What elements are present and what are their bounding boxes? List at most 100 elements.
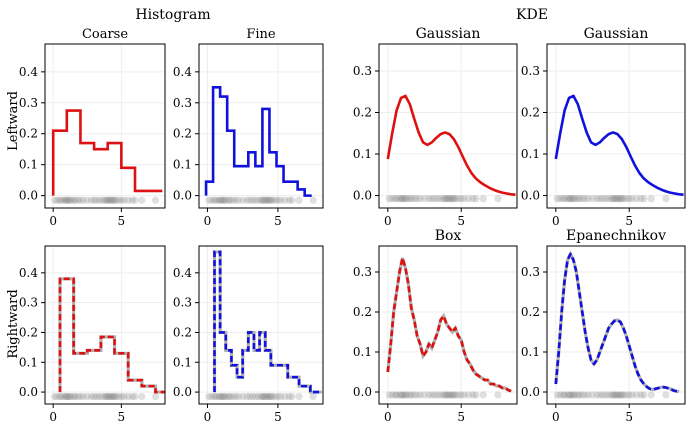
sample-point	[460, 195, 468, 203]
sample-point	[431, 195, 439, 203]
sample-point	[388, 391, 396, 399]
sample-point	[625, 391, 633, 399]
sample-point	[596, 195, 604, 203]
sample-point	[605, 195, 613, 203]
sample-point	[596, 391, 604, 399]
sample-point	[565, 391, 573, 399]
y-tick-label: 0.1	[19, 158, 38, 172]
sample-point	[612, 391, 620, 399]
sample-point	[243, 196, 251, 204]
sample-point	[74, 392, 82, 401]
kde-gauss-left-title: Gaussian	[416, 26, 481, 42]
sample-point	[83, 392, 91, 401]
axes-frame	[378, 43, 518, 209]
sample-point	[120, 196, 128, 204]
row-label-rightward: Rightward	[6, 289, 21, 358]
x-tick-label: 0	[552, 410, 560, 424]
sample-point	[469, 195, 477, 203]
sample-point	[64, 392, 72, 401]
y-tick-label: 0.3	[353, 265, 372, 279]
kde-gauss-left-series	[386, 94, 516, 197]
sample-point	[602, 391, 610, 399]
sample-point	[260, 392, 268, 401]
y-tick-label: 0.3	[19, 296, 38, 310]
sample-point	[50, 392, 59, 401]
sample-point	[444, 391, 452, 399]
sample-point	[571, 391, 579, 399]
y-tick-label: 0.4	[19, 65, 38, 79]
sample-point	[246, 392, 254, 401]
sample-point	[553, 195, 561, 203]
sample-point	[212, 392, 220, 401]
sample-point	[442, 195, 451, 203]
sample-point	[261, 392, 269, 401]
sample-point	[613, 195, 622, 203]
sample-point	[385, 391, 393, 399]
x-tick-label: 5	[274, 214, 282, 228]
sample-point	[450, 391, 458, 399]
sample-point	[441, 391, 449, 399]
y-tick-label: 0.4	[19, 266, 38, 280]
y-tick-label: 0.2	[173, 127, 192, 141]
y-tick-label: 0.3	[521, 265, 540, 279]
sample-point	[640, 391, 648, 399]
sample-point	[398, 391, 407, 399]
sample-point	[219, 392, 227, 401]
sample-point	[568, 195, 576, 203]
sample-point	[251, 392, 259, 401]
sample-point	[420, 391, 429, 399]
sample-point	[50, 196, 59, 204]
sample-point	[407, 391, 415, 399]
sample-point	[110, 392, 119, 401]
sample-point	[403, 391, 411, 399]
axes-frame	[198, 43, 324, 209]
row-label-leftward: Leftward	[6, 91, 21, 151]
sample-point	[226, 196, 234, 204]
sample-point	[410, 195, 418, 203]
sample-point	[271, 196, 279, 204]
sample-point	[101, 196, 109, 204]
sample-point	[108, 392, 116, 401]
sample-point	[563, 391, 572, 399]
sample-point	[574, 391, 582, 399]
sample-point	[428, 391, 436, 399]
sample-point	[616, 195, 625, 203]
sample-point	[108, 196, 116, 204]
sample-point	[406, 391, 414, 399]
sample-point	[472, 391, 480, 399]
sample-point	[413, 391, 421, 399]
sample-point	[98, 196, 106, 204]
sample-point	[479, 195, 487, 203]
sample-point	[401, 391, 410, 399]
sample-point	[226, 392, 234, 401]
sample-point	[578, 391, 586, 399]
sample-point	[93, 392, 101, 401]
y-tick-label: 0.0	[353, 385, 372, 399]
x-tick-label: 5	[625, 410, 633, 424]
sample-point	[277, 196, 285, 204]
sample-point	[444, 195, 452, 203]
hist-coarse-left-panel: 0 5 0.0 0.1 0.2 0.3 0.4 Coarse	[19, 27, 166, 228]
sample-point	[268, 392, 276, 401]
sample-point	[612, 195, 620, 203]
sample-point	[264, 196, 272, 204]
kde-epan-right-panel: 0 5 0.0 0.1 0.2 0.3 Epanechnikov	[521, 228, 686, 424]
sample-point	[254, 196, 262, 204]
sample-point	[581, 195, 589, 203]
y-tick-label: 0.3	[521, 64, 540, 78]
y-tick-label: 0.3	[173, 96, 192, 110]
sample-point	[607, 391, 616, 399]
sample-point	[258, 392, 267, 401]
sample-point	[215, 392, 223, 401]
sample-point	[439, 391, 448, 399]
sample-point	[138, 392, 146, 401]
hist-fine-right-series	[213, 250, 322, 394]
sample-point	[79, 392, 87, 401]
sample-point	[248, 196, 257, 204]
sample-point	[454, 391, 462, 399]
sample-point	[65, 196, 74, 204]
sample-point	[628, 391, 636, 399]
sample-point	[277, 392, 285, 401]
kde-box-right-series	[386, 256, 512, 393]
